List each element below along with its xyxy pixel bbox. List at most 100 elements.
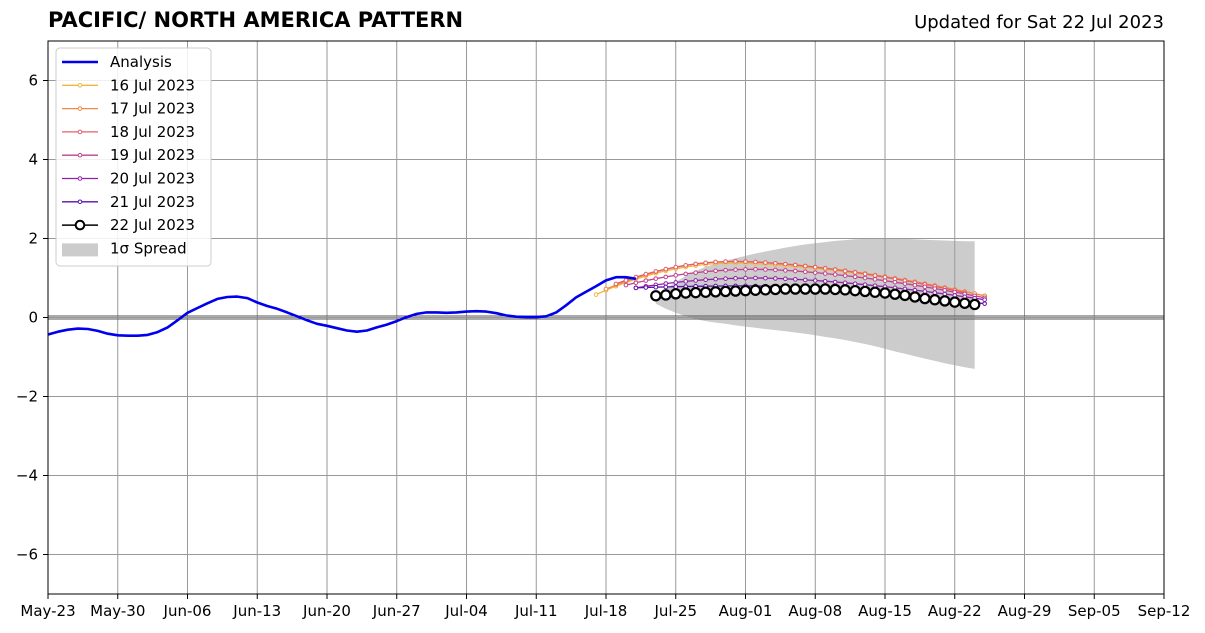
forecast-point xyxy=(773,267,778,273)
current-forecast-point xyxy=(909,291,921,303)
forecast-point xyxy=(812,270,818,275)
forecast-point xyxy=(683,271,689,277)
legend-box xyxy=(55,47,212,267)
legend-swatch-marker xyxy=(77,83,83,88)
current-forecast-point xyxy=(899,289,911,302)
current-forecast-point xyxy=(889,288,901,300)
forecast-point xyxy=(812,278,818,283)
current-forecast-point xyxy=(779,283,792,295)
forecast-point xyxy=(753,267,758,272)
forecast-point xyxy=(892,279,898,285)
forecast-point xyxy=(613,281,619,287)
forecast-point xyxy=(872,277,878,282)
forecast-point xyxy=(982,297,987,303)
forecast-point xyxy=(922,289,928,294)
forecast-point xyxy=(703,260,708,266)
current-forecast-point xyxy=(670,288,682,300)
forecast-point xyxy=(783,268,788,273)
forecast-point xyxy=(832,279,838,285)
legend-swatch-marker xyxy=(77,129,83,135)
forecast-point xyxy=(763,260,768,265)
forecast-point xyxy=(623,278,629,283)
x-tick-label: Jul-04 xyxy=(444,602,488,620)
forecast-point xyxy=(723,259,728,264)
current-forecast-point xyxy=(859,285,871,298)
legend: Analysis 16 Jul 2023 17 Jul 2023 18 Jul 202… xyxy=(55,47,212,267)
forecast-point xyxy=(693,261,698,267)
forecast-point xyxy=(982,301,987,306)
current-forecast-point xyxy=(839,284,851,296)
forecast-point xyxy=(623,282,629,288)
current-forecast-point xyxy=(759,284,772,296)
forecast-point xyxy=(842,280,848,286)
chart-title: PACIFIC/ NORTH AMERICA PATTERN xyxy=(48,8,464,32)
legend-label: 17 Jul 2023 xyxy=(110,100,195,118)
forecast-point xyxy=(882,278,888,284)
x-tick-label: Aug-08 xyxy=(788,602,842,620)
forecast-point xyxy=(653,276,659,281)
y-tick-label: −2 xyxy=(16,388,38,406)
forecast-point xyxy=(832,267,838,272)
forecast-point xyxy=(832,272,838,277)
forecast-point xyxy=(663,284,669,290)
forecast-point xyxy=(872,273,878,278)
current-forecast-point xyxy=(869,286,881,298)
forecast-point xyxy=(723,276,728,281)
current-forecast-point xyxy=(929,294,941,306)
x-tick-label: Jul-11 xyxy=(514,602,558,620)
forecast-point xyxy=(822,271,828,276)
forecast-point xyxy=(862,275,868,281)
forecast-point xyxy=(703,269,708,274)
forecast-point xyxy=(673,280,679,285)
y-tick-label: 4 xyxy=(28,151,38,169)
legend-swatch-marker xyxy=(77,199,83,205)
forecast-point xyxy=(733,267,738,272)
forecast-point xyxy=(733,275,738,281)
forecast-point xyxy=(793,277,798,282)
forecast-point xyxy=(783,261,788,267)
current-forecast-point xyxy=(699,286,712,298)
forecast-point xyxy=(653,284,659,290)
x-tick-label: Jul-18 xyxy=(584,602,628,620)
forecast-point xyxy=(593,292,599,297)
forecast-point xyxy=(783,276,788,282)
legend-swatch-marker xyxy=(77,106,83,111)
forecast-point xyxy=(733,259,738,264)
x-tick-label: Aug-22 xyxy=(928,602,982,620)
forecast-point xyxy=(713,268,718,274)
forecast-point xyxy=(643,271,649,277)
y-tick-label: 0 xyxy=(28,309,38,327)
forecast-point xyxy=(852,274,858,280)
legend-label: 1σ Spread xyxy=(110,239,187,257)
legend-swatch-marker xyxy=(77,152,83,158)
legend-label: 19 Jul 2023 xyxy=(110,146,195,164)
forecast-point xyxy=(802,277,808,283)
forecast-point xyxy=(633,285,639,291)
current-forecast-point xyxy=(968,298,981,311)
current-forecast-point xyxy=(680,287,692,299)
forecast-point xyxy=(753,275,758,281)
current-forecast-point xyxy=(769,283,782,296)
forecast-point xyxy=(793,268,798,274)
forecast-point xyxy=(942,287,948,293)
forecast-point xyxy=(603,286,609,292)
forecast-point xyxy=(713,259,718,265)
x-tick-label: Aug-29 xyxy=(998,602,1052,620)
legend-label: Analysis xyxy=(110,53,172,71)
forecast-point xyxy=(693,278,698,283)
forecast-point xyxy=(673,272,679,278)
current-forecast-point xyxy=(919,292,931,305)
forecast-point xyxy=(763,275,768,281)
current-forecast-point xyxy=(739,284,752,297)
y-tick-label: −6 xyxy=(16,546,38,564)
forecast-point xyxy=(842,273,848,278)
forecast-point xyxy=(773,276,778,281)
legend-label: 22 Jul 2023 xyxy=(110,216,195,234)
forecast-point xyxy=(852,270,858,275)
current-forecast-point xyxy=(749,284,762,296)
current-forecast-point xyxy=(660,289,672,301)
forecast-point xyxy=(912,282,918,288)
x-tick-label: Jun-20 xyxy=(302,602,351,620)
y-tick-label: −4 xyxy=(16,467,38,485)
